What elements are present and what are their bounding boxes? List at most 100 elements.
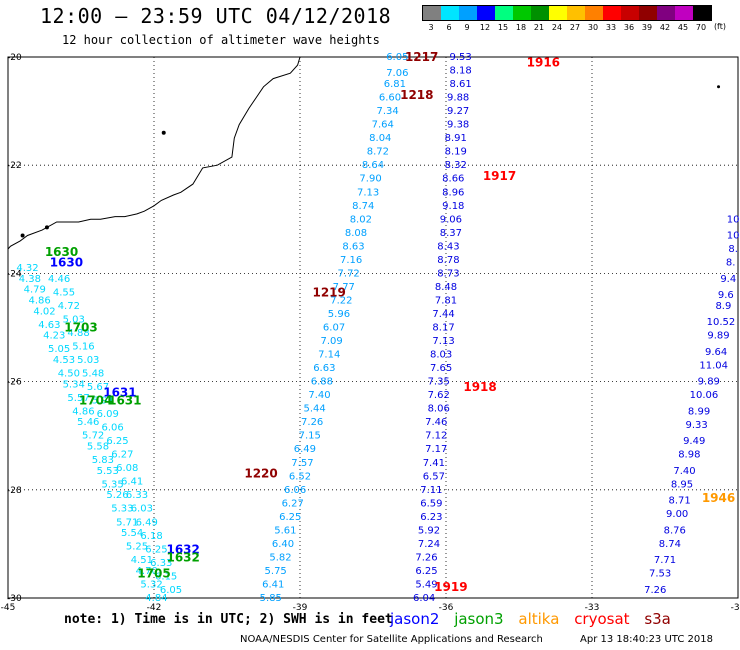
swh-value: 5.33 [111, 504, 133, 515]
satellite-legend: jason2 jason3 altika cryosat s3a [390, 610, 681, 628]
legend-label: 27 [569, 23, 581, 32]
swh-value: 7.13 [357, 187, 379, 198]
pass-time-label: 1704 [79, 394, 112, 408]
swh-value: 8.17 [432, 323, 454, 334]
swh-value: 8.99 [688, 406, 710, 417]
legend-label: 6 [446, 23, 452, 32]
swh-value: 8.91 [445, 133, 467, 144]
legend-label: 30 [587, 23, 599, 32]
swh-value: 5.25 [126, 542, 148, 553]
swh-value: 5.72 [82, 431, 104, 442]
legend-swatch [423, 6, 441, 20]
pass-time-label: 1703 [64, 321, 97, 335]
swh-value: 6.15 [155, 571, 177, 582]
swh-value: 7.72 [338, 268, 360, 279]
y-tick-label: -22 [7, 161, 22, 171]
swh-value: 6.27 [282, 498, 304, 509]
swh-value: 7.09 [321, 336, 343, 347]
swh-value: 7.17 [425, 444, 447, 455]
swh-value: 9.27 [447, 106, 469, 117]
swh-value: 4.53 [53, 355, 75, 366]
swh-value: 6.09 [97, 409, 119, 420]
y-tick-label: -28 [7, 486, 22, 496]
swh-value: 7.90 [359, 174, 381, 185]
swh-value: 5.91 [92, 396, 114, 407]
legend-swatch [549, 6, 567, 20]
swh-value: 9.49 [683, 436, 705, 447]
swh-value: 10.06 [690, 390, 719, 401]
legend-swatch [477, 6, 495, 20]
pass-time-label: 1632 [166, 550, 199, 564]
swh-value: 7.26 [301, 417, 323, 428]
swh-value: 11.04 [699, 360, 728, 371]
swh-value: 9.6 [718, 290, 734, 301]
swh-value: 6.05 [386, 52, 408, 63]
swh-value: 5.44 [303, 404, 325, 415]
swh-value: 4.55 [53, 287, 75, 298]
legend-unit: (ft) [713, 22, 726, 31]
swh-value: 6.41 [121, 477, 143, 488]
swh-value: 9.00 [666, 509, 688, 520]
x-tick-label: -30 [731, 603, 740, 613]
color-legend: 3 6 9 12 15 18 21 24 27 30 33 36 39 42 45 70 (ft) [422, 5, 726, 32]
swh-value: 6.25 [279, 512, 301, 523]
pass-time-label: 1631 [103, 385, 136, 399]
swh-value: 8.74 [659, 539, 681, 550]
swh-value: 7.40 [308, 390, 330, 401]
x-tick-label: -36 [439, 603, 454, 613]
swh-value: 4.70 [136, 566, 158, 577]
pass-time-label: 1630 [45, 245, 78, 259]
x-tick-label: -39 [293, 603, 308, 613]
swh-value: 4.38 [19, 274, 41, 285]
swh-value: 7.13 [432, 336, 454, 347]
swh-value: 8.76 [664, 525, 686, 536]
swh-value: 7.57 [291, 458, 313, 469]
x-tick-label: -42 [147, 603, 162, 613]
swh-value: 8.72 [367, 147, 389, 158]
swh-value: 6.03 [131, 504, 153, 515]
swh-value: 8.02 [350, 214, 372, 225]
swh-value: 6.41 [262, 579, 284, 590]
credit-line: NOAA/NESDIS Center for Satellite Applica… [240, 634, 543, 645]
pass-time-label: 1919 [434, 580, 467, 594]
legend-label: 15 [497, 23, 509, 32]
map-frame [7, 56, 739, 599]
swh-value: 5.03 [63, 314, 85, 325]
swh-value: 7.62 [428, 390, 450, 401]
x-tick-label: -33 [585, 603, 600, 613]
swh-value: 5.85 [260, 593, 282, 604]
x-tick-label: -45 [1, 603, 16, 613]
swh-value: 8.63 [342, 241, 364, 252]
swh-value: 5.05 [48, 344, 70, 355]
swh-value: 8.03 [430, 350, 452, 361]
swh-value: 6.06 [102, 423, 124, 434]
swh-value: 9.88 [447, 93, 469, 104]
swh-value: 7.41 [423, 458, 445, 469]
legend-swatch [675, 6, 693, 20]
swh-value: 7.26 [644, 585, 666, 596]
swh-value: 5.82 [269, 552, 291, 563]
swh-value: 9.64 [705, 347, 727, 358]
swh-value: 8.43 [437, 241, 459, 252]
swh-value: 5.16 [72, 341, 94, 352]
timestamp: Apr 13 18:40:23 UTC 2018 [580, 634, 713, 645]
sat-s3a: s3a [644, 610, 671, 628]
swh-value: 5.75 [265, 566, 287, 577]
swh-value: 6.04 [413, 593, 435, 604]
sat-altika: altika [518, 610, 560, 628]
swh-value: 7.44 [432, 309, 454, 320]
swh-value: 8.18 [449, 66, 471, 77]
swh-value: 5.57 [67, 393, 89, 404]
swh-value: 7.14 [318, 350, 340, 361]
swh-value: 7.53 [649, 569, 671, 580]
swh-value: 5.03 [77, 355, 99, 366]
swh-value: 6.49 [136, 517, 158, 528]
swh-value: 8.08 [345, 228, 367, 239]
swh-value: 4.63 [38, 320, 60, 331]
swh-value: 9.53 [449, 52, 471, 63]
legend-label: 42 [659, 23, 671, 32]
swh-value: 8.06 [428, 404, 450, 415]
swh-value: 5.71 [116, 517, 138, 528]
legend-label: 18 [515, 23, 527, 32]
